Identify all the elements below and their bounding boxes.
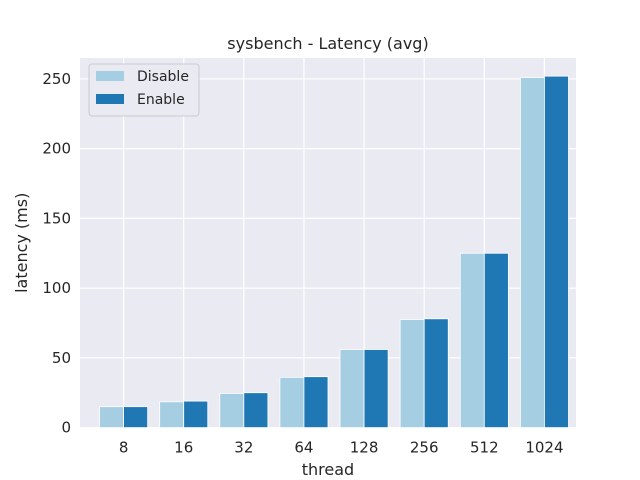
- legend-swatch-enable: [96, 94, 124, 104]
- bar-enable-1024: [544, 75, 569, 429]
- legend-swatch-disable: [96, 71, 124, 81]
- bar-disable-1024: [519, 77, 545, 429]
- y-tick-label: 250: [42, 70, 71, 88]
- bar-enable-128: [363, 349, 389, 428]
- bar-disable-32: [219, 393, 245, 429]
- x-tick-label: 128: [350, 439, 379, 457]
- y-tick-label: 150: [42, 209, 71, 227]
- bar-disable-256: [399, 319, 425, 428]
- bar-disable-16: [159, 401, 185, 428]
- x-tick-label: 1024: [525, 439, 563, 457]
- y-tick-label: 50: [52, 349, 71, 367]
- y-tick-labels: 0 50 100 150 200 250: [42, 70, 71, 437]
- x-tick-label: 512: [470, 439, 499, 457]
- bar-enable-16: [183, 400, 209, 428]
- x-tick-label: 256: [410, 439, 439, 457]
- x-axis-label: thread: [302, 460, 354, 479]
- bar-enable-64: [303, 376, 329, 429]
- legend: Disable Enable: [88, 63, 200, 117]
- legend-label-disable: Disable: [137, 69, 189, 85]
- chart-title: sysbench - Latency (avg): [227, 34, 428, 53]
- legend-label-enable: Enable: [137, 92, 185, 108]
- y-tick-label: 0: [61, 419, 71, 437]
- x-tick-label: 16: [174, 439, 193, 457]
- y-tick-label: 100: [42, 279, 71, 297]
- bar-disable-512: [459, 252, 485, 429]
- x-tick-labels: 8 16 32 64 128 256 512 1024: [119, 439, 564, 457]
- bars-group: [99, 75, 569, 429]
- bar-enable-512: [483, 252, 509, 429]
- bar-disable-128: [339, 349, 365, 428]
- bar-disable-8: [99, 406, 124, 429]
- x-tick-label: 8: [119, 439, 129, 457]
- x-tick-label: 32: [234, 439, 253, 457]
- bar-disable-64: [279, 376, 305, 429]
- bar-enable-32: [243, 392, 269, 429]
- bar-enable-8: [123, 406, 149, 429]
- y-tick-label: 200: [42, 140, 71, 158]
- y-axis-label: latency (ms): [12, 193, 31, 293]
- x-tick-label: 64: [294, 439, 313, 457]
- bar-enable-256: [423, 318, 449, 428]
